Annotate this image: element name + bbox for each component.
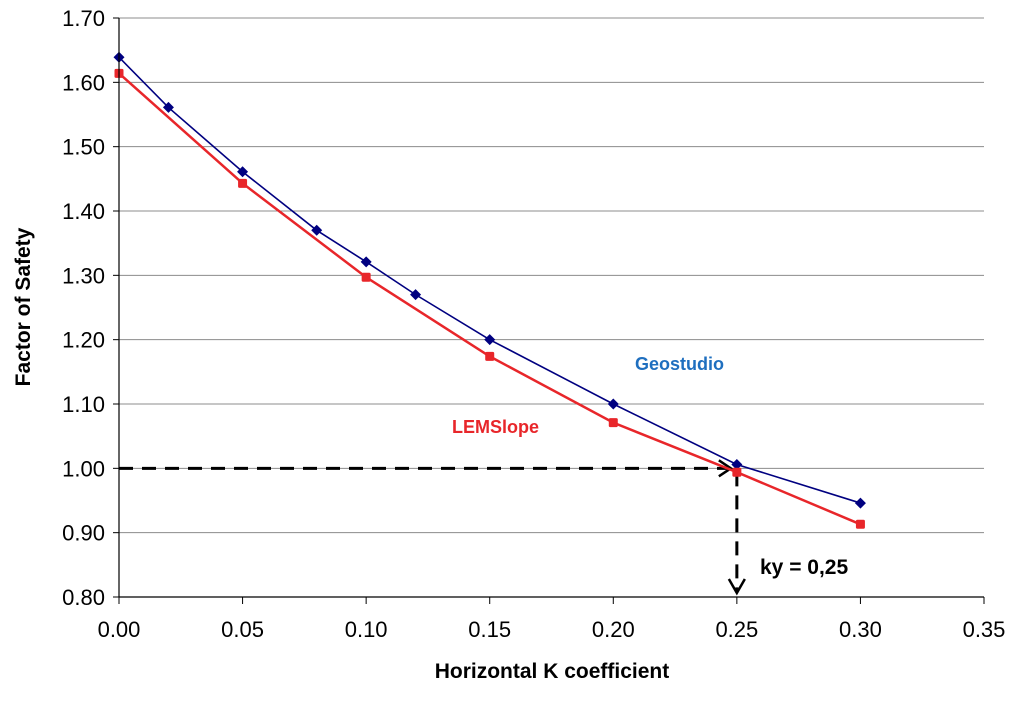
y-tick-label: 1.50 (62, 135, 105, 160)
x-tick-label: 0.25 (715, 617, 758, 642)
data-point (238, 178, 248, 188)
y-tick-label: 1.10 (62, 392, 105, 417)
x-tick-label: 0.05 (221, 617, 264, 642)
x-tick-label: 0.30 (839, 617, 882, 642)
data-point (311, 224, 323, 236)
fs-arrowhead (718, 459, 734, 478)
data-point (484, 334, 496, 346)
ky-arrowhead (727, 578, 746, 596)
x-tick-label: 0.00 (98, 617, 141, 642)
data-point (361, 272, 371, 282)
axes (113, 17, 985, 604)
series-line-lemslope (118, 72, 861, 526)
data-point (855, 519, 865, 529)
x-tick-label: 0.15 (468, 617, 511, 642)
data-point (607, 398, 619, 410)
y-axis-title: Factor of Safety (12, 227, 35, 386)
series-label-geostudio: Geostudio (635, 354, 724, 374)
data-point (731, 458, 743, 470)
y-tick-label: 1.40 (62, 199, 105, 224)
tick-labels: 0.80 0.90 1.00 1.10 1.20 1.30 1.40 1.50 1.60 1.70… (62, 6, 1005, 642)
data-point (732, 467, 742, 477)
data-point (237, 166, 249, 178)
data-point (410, 289, 422, 301)
data-point (162, 101, 174, 113)
series-lemslope (114, 68, 865, 529)
y-tick-label: 0.90 (62, 521, 105, 546)
data-point (360, 256, 372, 268)
series-label-lemslope: LEMSlope (452, 417, 539, 437)
data-point (485, 351, 495, 361)
series-geostudio (113, 51, 866, 509)
y-tick-label: 1.70 (62, 6, 105, 31)
reference-lines (119, 459, 746, 596)
ky-annotation: ky = 0,25 (760, 556, 848, 579)
data-point (608, 418, 618, 428)
y-tick-label: 1.20 (62, 328, 105, 353)
y-tick-label: 0.80 (62, 585, 105, 610)
y-tick-label: 1.30 (62, 263, 105, 288)
x-tick-label: 0.35 (963, 617, 1006, 642)
x-tick-label: 0.10 (345, 617, 388, 642)
series-line-geostudio (118, 56, 861, 504)
y-tick-label: 1.00 (62, 456, 105, 481)
x-axis-title: Horizontal K coefficient (435, 660, 670, 683)
y-tick-label: 1.60 (62, 70, 105, 95)
series-layer (113, 51, 866, 529)
gridlines (119, 17, 984, 534)
x-tick-label: 0.20 (592, 617, 635, 642)
data-point (854, 497, 866, 509)
